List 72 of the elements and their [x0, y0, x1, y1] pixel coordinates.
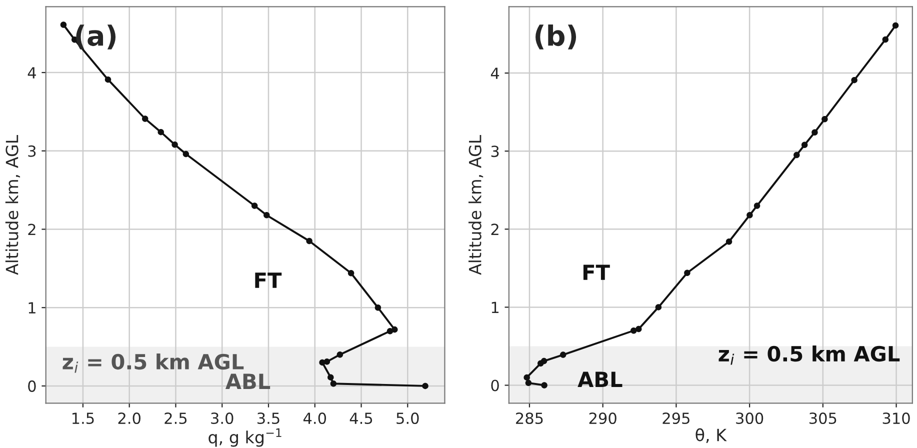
point [386, 328, 394, 334]
point [348, 270, 354, 276]
x-axis-title: θ, K [696, 428, 727, 444]
point [892, 22, 899, 29]
point [801, 142, 808, 148]
point [264, 212, 270, 218]
annotation: FT [255, 272, 282, 288]
y-tick-label: 3 [28, 145, 36, 157]
point [794, 152, 800, 158]
point [104, 76, 112, 83]
y-tick-label: 1 [492, 302, 498, 314]
x-tick-label: 4.0 [303, 412, 326, 424]
point [882, 36, 889, 43]
band-label: z$_{i}$ = 0.5 km AGL [718, 346, 900, 365]
point [158, 128, 164, 136]
y-tick-label: 4 [28, 67, 36, 78]
x-tick-label: 1.5 [72, 412, 94, 424]
point [182, 150, 190, 158]
y-tick-label: 0 [28, 380, 36, 392]
annotation: ABL [225, 374, 270, 389]
point [172, 142, 178, 148]
x-tick-label: 285 [516, 412, 543, 424]
point [560, 352, 566, 358]
point [630, 327, 637, 334]
x-tick-label: 305 [810, 412, 836, 424]
x-tick-label: 290 [589, 412, 616, 424]
point [538, 360, 544, 367]
x-tick-label: 2.0 [118, 412, 140, 424]
y-tick-label: 4 [490, 68, 500, 79]
point [251, 202, 258, 209]
point [142, 116, 148, 122]
point [524, 374, 530, 381]
annotation: ABL [578, 372, 622, 387]
point [754, 202, 760, 209]
y-axis-title: Altitude km, AGL [5, 134, 20, 275]
y-tick-label: 1 [28, 302, 36, 314]
point [525, 380, 532, 386]
point [541, 382, 548, 388]
point [655, 304, 662, 310]
x-tick-label: 2.5 [164, 412, 187, 424]
x-tick-label: 3.5 [258, 412, 280, 424]
text: (a) [76, 24, 116, 50]
point [422, 382, 428, 390]
point [746, 212, 753, 218]
point [636, 326, 642, 332]
point [330, 380, 337, 387]
y-tick-label: 2 [491, 224, 498, 235]
x-tick-label: 310 [882, 412, 910, 424]
x-tick-label: 3.0 [211, 412, 234, 424]
annotation: FT [583, 264, 610, 280]
point [60, 22, 67, 28]
x-tick-label: 295 [662, 412, 690, 424]
point [822, 116, 828, 122]
point [328, 374, 334, 380]
point [374, 304, 382, 311]
x-tick-label: 5.0 [396, 412, 419, 424]
band-label: z$_{i}$ = 0.5 km AGL [62, 353, 244, 373]
point [306, 238, 312, 244]
y-axis-title: Altitude km, AGL [468, 134, 484, 275]
point [726, 238, 732, 245]
y-tick-label: 2 [28, 224, 36, 236]
text: (b) [536, 24, 576, 50]
x-tick-label: 4.5 [350, 412, 372, 424]
x-axis-title: q, g kg$^{−1}$ [208, 428, 282, 447]
y-tick-label: 3 [491, 146, 499, 158]
point [336, 351, 344, 358]
x-tick-label: 300 [736, 412, 764, 424]
point [851, 76, 858, 84]
point [319, 359, 326, 366]
y-tick-label: 0 [491, 380, 499, 392]
point [812, 129, 818, 136]
point [684, 270, 690, 276]
